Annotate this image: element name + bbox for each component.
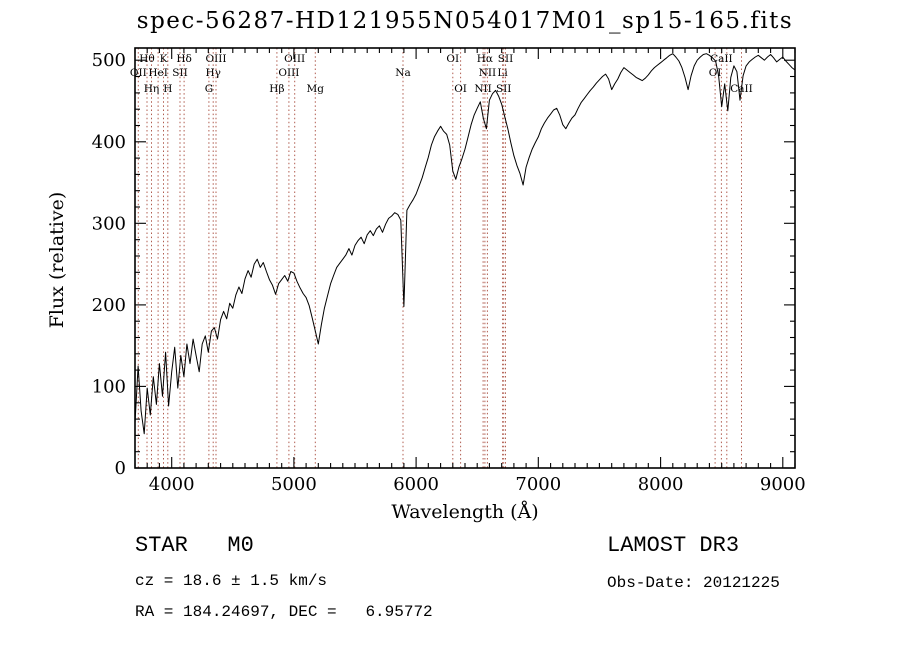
spectral-line-label: Hθ — [139, 53, 154, 65]
spectrum-trace — [135, 53, 795, 435]
spectral-line-label: Hγ — [205, 67, 220, 79]
y-tick-label: 0 — [115, 458, 126, 479]
spectral-line-label: Hδ — [176, 53, 191, 65]
spectral-line-label: Na — [395, 67, 410, 79]
spectral-line-label: OIII — [284, 53, 305, 65]
spectral-line-label: Hη — [144, 83, 159, 95]
x-tick-label: 6000 — [393, 474, 439, 495]
spectral-line-label: CaII — [710, 53, 733, 65]
spectral-line-label: OIII — [205, 53, 226, 65]
spectral-line-label: NII — [474, 83, 491, 95]
spectral-line-label: G — [205, 83, 213, 95]
spectral-line-label: CaII — [730, 83, 753, 95]
spectral-line-label: OI — [709, 67, 722, 79]
spectral-line-label: H — [163, 83, 172, 95]
spectral-line-label: OI — [454, 83, 467, 95]
x-tick-label: 8000 — [638, 474, 684, 495]
spectral-line-label: Hβ — [269, 83, 284, 95]
y-tick-label: 100 — [92, 376, 126, 397]
spectral-line-label: SII — [172, 67, 188, 79]
x-tick-label: 7000 — [515, 474, 561, 495]
spectral-line-label: HeI — [148, 67, 168, 79]
plot-title: spec-56287-HD121955N054017M01_sp15-165.f… — [136, 8, 794, 34]
object-class-label: STAR M0 — [135, 533, 254, 558]
spectral-line-label: Hα — [477, 53, 493, 65]
y-tick-label: 500 — [92, 50, 126, 71]
spectral-line-label: K — [160, 53, 168, 65]
y-tick-label: 400 — [92, 132, 126, 153]
x-tick-label: 5000 — [271, 474, 317, 495]
x-tick-label: 9000 — [760, 474, 806, 495]
plot-frame — [134, 47, 796, 469]
spectral-line-label: Mg — [307, 83, 325, 95]
cz-value-label: cz = 18.6 ± 1.5 km/s — [135, 572, 328, 590]
wavelength-axis-label: Wavelength (Å) — [391, 501, 539, 523]
spectral-line-label: OIII — [278, 67, 299, 79]
ra-dec-label: RA = 184.24697, DEC = 6.95772 — [135, 603, 433, 621]
spectral-line-label: Li — [497, 67, 508, 79]
spectral-line-label: OII — [130, 67, 147, 79]
x-tick-label: 4000 — [149, 474, 195, 495]
y-tick-label: 300 — [92, 213, 126, 234]
spectral-line-label: SII — [498, 53, 514, 65]
spectrum-plot-canvas: 4000 5000 6000 7000 8000 9000 0 100 200 300 400 500… — [92, 47, 806, 495]
y-tick-label: 200 — [92, 295, 126, 316]
spectral-line-label: NII — [479, 67, 496, 79]
spectral-line-label: SII — [496, 83, 512, 95]
spectral-line-label: OI — [446, 53, 459, 65]
survey-release-label: LAMOST DR3 — [607, 533, 740, 558]
obs-date-label: Obs-Date: 20121225 — [607, 574, 780, 592]
